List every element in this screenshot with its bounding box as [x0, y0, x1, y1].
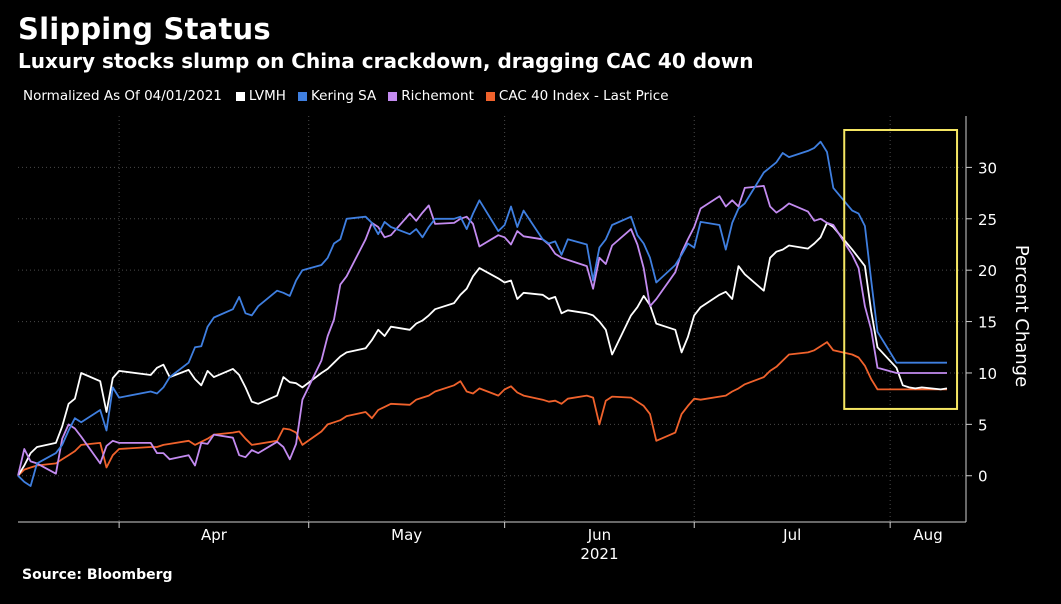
legend-item-kering: Kering SA — [297, 88, 377, 104]
x-month-label-jun: Jun — [587, 526, 611, 544]
y-tick-label-10: 10 — [978, 365, 997, 383]
y-axis-title: Percent Change — [1011, 245, 1032, 387]
x-month-label-may: May — [391, 526, 422, 544]
legend-label-lvmh: LVMH — [248, 88, 286, 104]
series-line-lvmh — [17, 221, 948, 477]
chart-title: Slipping Status — [18, 12, 271, 46]
legend-item-lvmh: LVMH — [235, 88, 286, 104]
x-month-label-aug: Aug — [913, 526, 942, 544]
series-line-richemont — [17, 184, 947, 476]
legend-swatch-kering — [297, 91, 307, 101]
x-month-label-jul: Jul — [782, 526, 801, 544]
source-note: Source: Bloomberg — [22, 567, 173, 583]
legend-swatch-cac40 — [485, 91, 495, 101]
series-line-kering-sa — [17, 140, 947, 487]
x-year-label: 2021 — [580, 545, 618, 563]
series-line-cac-40-index-last-price — [17, 341, 947, 477]
legend-swatch-lvmh — [235, 91, 245, 101]
legend-swatch-richemont — [388, 91, 398, 101]
legend-item-cac40: CAC 40 Index - Last Price — [485, 88, 669, 104]
chart-subtitle: Luxury stocks slump on China crackdown, … — [18, 49, 754, 73]
y-tick-label-30: 30 — [978, 159, 997, 177]
highlight-box — [843, 129, 959, 410]
y-tick-label-0: 0 — [978, 468, 988, 486]
y-tick-label-20: 20 — [978, 262, 997, 280]
legend-normalization-note: Normalized As Of 04/01/2021 — [23, 88, 222, 104]
y-tick-label-15: 15 — [978, 314, 997, 332]
legend-label-cac40: CAC 40 Index - Last Price — [498, 88, 669, 104]
y-tick-label-25: 25 — [978, 211, 997, 229]
legend-label-kering: Kering SA — [310, 88, 377, 104]
y-tick-label-5: 5 — [978, 416, 988, 434]
legend-item-richemont: Richemont — [388, 88, 474, 104]
legend-label-richemont: Richemont — [401, 88, 474, 104]
x-month-label-apr: Apr — [201, 526, 228, 544]
legend: Normalized As Of 04/01/2021 LVMH Kering … — [23, 88, 681, 104]
